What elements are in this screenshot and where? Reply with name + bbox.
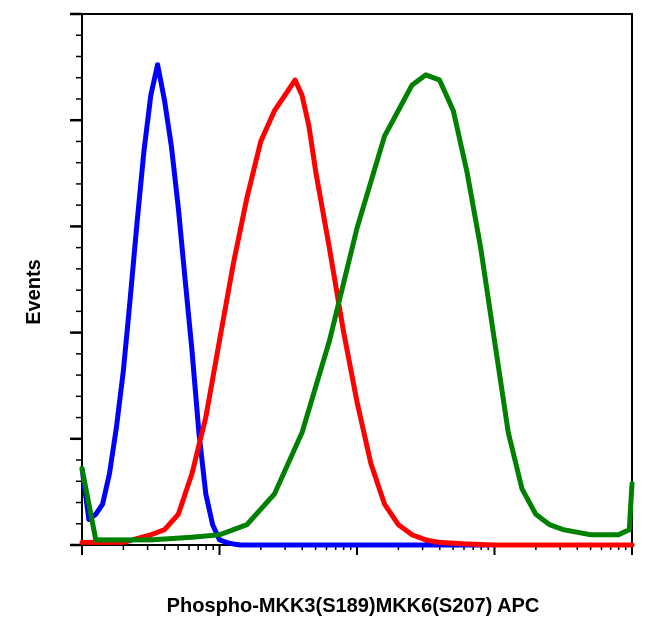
series-line-3 xyxy=(79,72,635,543)
series-line-1 xyxy=(79,62,635,548)
y-axis-title: Events xyxy=(23,259,45,325)
series-layer xyxy=(79,62,635,548)
x-axis-title: Phospho-MKK3(S189)MKK6(S207) APC xyxy=(167,595,540,617)
axis-ticks xyxy=(70,12,633,555)
series-line-2 xyxy=(79,77,635,548)
